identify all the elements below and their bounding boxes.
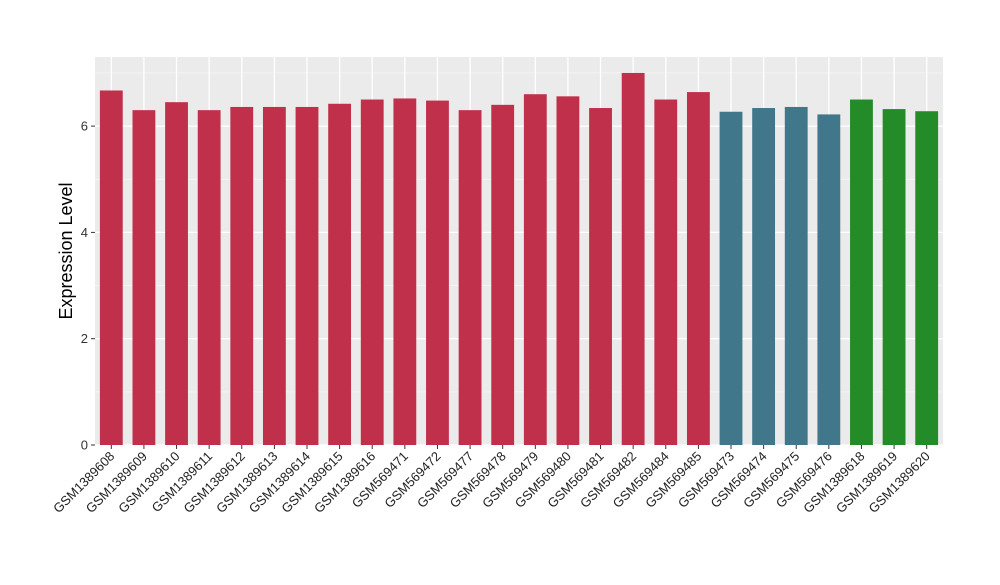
bar (686, 92, 710, 445)
plot-panel (95, 57, 943, 445)
bar (132, 110, 156, 445)
x-axis: GSM1389608GSM1389609GSM1389610GSM1389611… (50, 445, 933, 516)
bar (393, 98, 417, 446)
bar (556, 96, 580, 445)
bar (752, 108, 776, 445)
y-axis-title: Expression Level (56, 182, 76, 319)
bar (784, 106, 808, 446)
bar (589, 108, 612, 445)
bar (621, 72, 645, 446)
bar (523, 94, 547, 446)
bar (295, 106, 319, 446)
y-axis: 0 2 4 6 (81, 119, 95, 453)
bar (654, 99, 678, 446)
bar (328, 103, 352, 445)
y-tick-label: 4 (81, 225, 88, 240)
bar (426, 100, 449, 446)
bar (458, 110, 482, 445)
bar (99, 90, 123, 446)
y-tick-label: 6 (81, 119, 88, 134)
bar (882, 109, 906, 445)
bar (491, 104, 515, 445)
bar (360, 99, 384, 446)
bar (262, 106, 286, 446)
y-tick-label: 0 (81, 438, 88, 453)
bar (850, 99, 873, 446)
bars (99, 72, 939, 446)
bar (197, 110, 221, 445)
bar (719, 111, 743, 445)
bar (230, 106, 254, 446)
bar (165, 102, 188, 445)
bar (915, 111, 939, 446)
y-tick-label: 2 (81, 331, 88, 346)
bar (817, 114, 841, 445)
